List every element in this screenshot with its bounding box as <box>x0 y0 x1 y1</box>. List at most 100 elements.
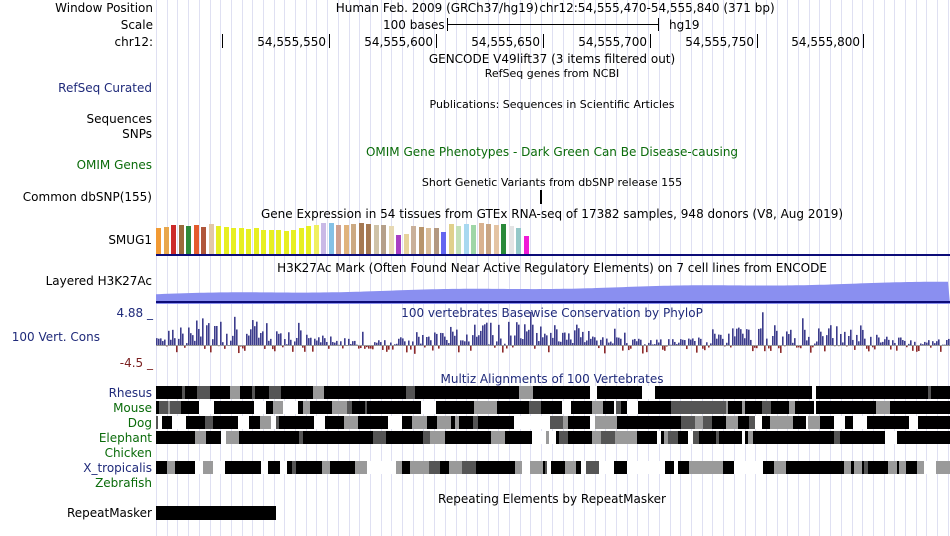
cons-title[interactable]: 100 vertebrates Basewise Conservation by… <box>401 306 703 320</box>
gtex-tissue-bar[interactable] <box>208 224 214 254</box>
gtex-tissue-bar[interactable] <box>433 228 439 254</box>
multiz-title[interactable]: Multiz Alignments of 100 Vertebrates <box>440 372 664 386</box>
alignment-block <box>388 416 402 429</box>
gtex-tissue-bar[interactable] <box>261 230 266 254</box>
species-elephant[interactable]: Elephant <box>98 431 152 445</box>
cons-bar <box>326 341 328 345</box>
gtex-tissue-bar[interactable] <box>171 225 176 254</box>
gtex-tissue-bar[interactable] <box>223 227 229 254</box>
species-chicken[interactable]: Chicken <box>104 446 152 460</box>
gtex-tissue-bar[interactable] <box>523 236 529 254</box>
gtex-tissue-bar[interactable] <box>246 229 251 254</box>
cons-bar <box>732 328 734 345</box>
alignment-block <box>438 386 452 399</box>
gtex-tissue-bar[interactable] <box>298 228 304 254</box>
repeat-title[interactable]: Repeating Elements by RepeatMasker <box>438 492 666 506</box>
alignment-block <box>244 386 252 399</box>
species-mouse[interactable]: Mouse <box>113 401 152 415</box>
gtex-tissue-bar[interactable] <box>201 227 206 254</box>
gtex-tissue-bar[interactable] <box>186 226 191 254</box>
alignment-block <box>842 401 850 414</box>
cons-bar <box>496 341 498 345</box>
cons-bar <box>718 334 720 345</box>
sequences-label[interactable]: Sequences <box>86 112 152 126</box>
gtex-tissue-bar[interactable] <box>373 225 379 254</box>
gtex-tissue-bar[interactable] <box>291 230 296 254</box>
gtex-tissue-bar[interactable] <box>486 224 491 254</box>
publications-title[interactable]: Publications: Sequences in Scientific Ar… <box>429 98 675 111</box>
gtex-tissue-bar[interactable] <box>501 224 506 254</box>
gtex-tissue-bar[interactable] <box>321 223 326 254</box>
gtex-tissue-bar[interactable] <box>238 228 244 254</box>
gtex-tissue-bar[interactable] <box>193 225 199 254</box>
gtex-tissue-bar[interactable] <box>463 224 469 254</box>
gtex-tissue-bar[interactable] <box>328 223 334 254</box>
alignment-block <box>762 401 771 414</box>
alignment-block <box>481 386 489 399</box>
gtex-tissue-bar[interactable] <box>343 225 349 254</box>
gtex-tissue-bar[interactable] <box>268 230 274 254</box>
alignment-row[interactable] <box>156 431 950 444</box>
cons-bar <box>170 339 172 345</box>
omim-genes-label[interactable]: OMIM Genes <box>76 158 152 172</box>
species-x-tropicalis[interactable]: X_tropicalis <box>83 461 152 475</box>
gtex-tissue-bar[interactable] <box>276 230 281 254</box>
gtex-tissue-bar[interactable] <box>388 226 394 254</box>
gtex-bar-chart[interactable] <box>156 222 536 254</box>
gtex-tissue-bar[interactable] <box>216 226 221 254</box>
gtex-tissue-bar[interactable] <box>366 224 371 254</box>
h3k27ac-signal[interactable] <box>156 274 950 304</box>
gencode-title[interactable]: GENCODE V49lift37 (3 items filtered out) <box>428 52 676 66</box>
gtex-tissue-bar[interactable] <box>163 227 169 254</box>
repeat-label[interactable]: RepeatMasker <box>66 506 152 520</box>
gtex-tissue-bar[interactable] <box>508 226 514 254</box>
species-zebrafish[interactable]: Zebrafish <box>95 476 152 490</box>
gtex-tissue-bar[interactable] <box>471 225 476 254</box>
alignment-row[interactable] <box>156 416 950 429</box>
gtex-tissue-bar[interactable] <box>156 228 161 254</box>
gtex-tissue-bar[interactable] <box>178 225 184 254</box>
gtex-tissue-bar[interactable] <box>493 225 499 254</box>
alignment-row[interactable] <box>156 386 950 399</box>
gtex-tissue-bar[interactable] <box>456 226 461 254</box>
gtex-tissue-bar[interactable] <box>396 235 401 254</box>
repeat-element[interactable] <box>156 506 276 520</box>
cons-bar <box>832 338 834 345</box>
gtex-tissue-bar[interactable] <box>418 227 424 254</box>
snps-label[interactable]: SNPs <box>122 127 152 141</box>
gtex-tissue-bar[interactable] <box>313 225 319 254</box>
gtex-tissue-bar[interactable] <box>411 226 416 254</box>
cons-bar <box>770 346 772 351</box>
gtex-tissue-bar[interactable] <box>336 225 341 254</box>
species-dog[interactable]: Dog <box>127 416 152 430</box>
species-rhesus[interactable]: Rhesus <box>108 386 152 400</box>
alignment-row[interactable] <box>156 401 950 414</box>
refseq-curated-label[interactable]: RefSeq Curated <box>58 81 152 95</box>
gtex-tissue-bar[interactable] <box>306 226 311 254</box>
dbsnp-label[interactable]: Common dbSNP(155) <box>22 190 152 204</box>
omim-title[interactable]: OMIM Gene Phenotypes - Dark Green Can Be… <box>365 145 739 159</box>
gtex-tissue-bar[interactable] <box>351 224 356 254</box>
cons-label[interactable]: 100 Vert. Cons <box>11 330 100 344</box>
gtex-tissue-bar[interactable] <box>231 228 236 254</box>
gtex-tissue-bar[interactable] <box>426 228 431 254</box>
dbsnp-variant-mark[interactable] <box>540 190 542 204</box>
alignment-row[interactable] <box>156 461 950 474</box>
gtex-tissue-bar[interactable] <box>516 228 521 254</box>
gtex-tissue-bar[interactable] <box>381 225 386 254</box>
h3k27ac-label[interactable]: Layered H3K27Ac <box>45 274 152 288</box>
cons-bar <box>176 346 178 353</box>
gtex-tissue-bar[interactable] <box>358 223 364 254</box>
gtex-tissue-bar[interactable] <box>441 232 446 254</box>
gtex-tissue-bar[interactable] <box>478 223 484 254</box>
gtex-tissue-bar[interactable] <box>283 231 289 254</box>
cons-wiggle[interactable] <box>156 312 950 372</box>
gtex-title[interactable]: Gene Expression in 54 tissues from GTEx … <box>260 207 844 221</box>
gtex-tissue-bar[interactable] <box>403 234 409 254</box>
cons-bar <box>434 332 436 345</box>
gtex-tissue-bar[interactable] <box>253 228 259 254</box>
gtex-tissue-bar[interactable] <box>448 224 454 254</box>
dbsnp-title[interactable]: Short Genetic Variants from dbSNP releas… <box>421 176 683 189</box>
gtex-gene-label[interactable]: SMUG1 <box>108 233 152 247</box>
h3k27ac-title[interactable]: H3K27Ac Mark (Often Found Near Active Re… <box>277 261 827 275</box>
